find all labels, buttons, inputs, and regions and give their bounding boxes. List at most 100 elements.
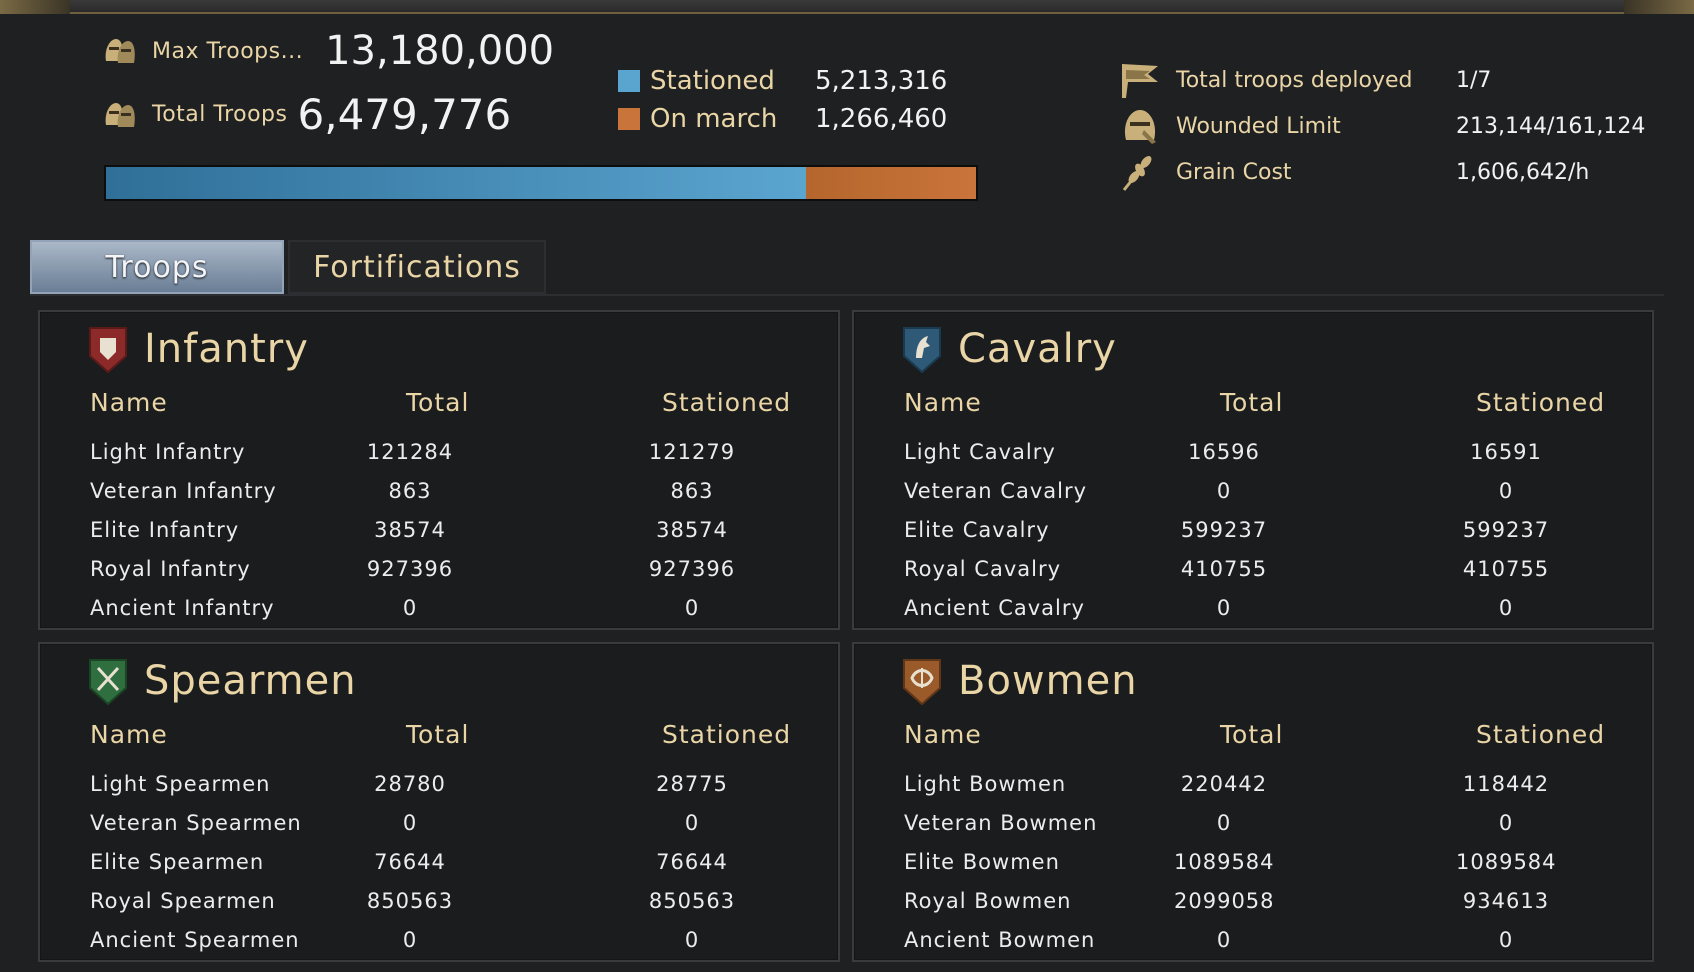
column-header-stationed: Stationed (662, 720, 792, 749)
infantry-panel: Infantry Name Total Stationed Light Infa… (38, 310, 840, 630)
troop-name: Elite Infantry (90, 518, 240, 542)
window-top-frame (0, 0, 1694, 14)
table-row: Ancient Bowmen 0 0 (854, 924, 1652, 960)
troop-total: 1089584 (1174, 850, 1275, 874)
cavalry-panel: Cavalry Name Total Stationed Light Caval… (852, 310, 1654, 630)
troop-stationed: 0 (1498, 596, 1514, 620)
column-header-name: Name (90, 720, 168, 749)
column-header-name: Name (904, 720, 982, 749)
troop-total: 0 (1216, 811, 1232, 835)
shield-icon (89, 327, 127, 374)
column-header-stationed: Stationed (662, 388, 792, 417)
troop-total: 0 (1216, 596, 1232, 620)
troop-rows: Light Infantry 121284 121279 Veteran Infant… (40, 436, 838, 628)
total-troops-value: 6,479,776 (297, 90, 512, 139)
troop-name: Ancient Spearmen (90, 928, 300, 952)
troop-rows: Light Bowmen 220442 118442 Veteran Bowmen 0 0… (854, 768, 1652, 960)
column-header-name: Name (904, 388, 982, 417)
troop-name: Royal Bowmen (904, 889, 1072, 913)
table-row: Royal Infantry 927396 927396 (40, 553, 838, 592)
troop-name: Veteran Spearmen (90, 811, 302, 835)
grain-label: Grain Cost (1176, 159, 1292, 185)
helmets-icon (105, 102, 135, 127)
troop-stationed: 0 (1498, 479, 1514, 503)
panel-title: Infantry (144, 326, 309, 372)
troop-total: 2099058 (1174, 889, 1275, 913)
column-header-total: Total (406, 388, 470, 417)
troop-stationed: 0 (684, 928, 700, 952)
table-row: Veteran Infantry 863 863 (40, 475, 838, 514)
max-troops-stat: Max Troops... 13,180,000 (100, 28, 554, 74)
troop-total: 410755 (1180, 557, 1268, 581)
table-row: Ancient Cavalry 0 0 (854, 592, 1652, 628)
troop-name: Royal Infantry (90, 557, 251, 581)
troop-stationed: 121279 (648, 440, 736, 464)
column-header-total: Total (1220, 720, 1284, 749)
table-row: Ancient Infantry 0 0 (40, 592, 838, 628)
deployed-label: Total troops deployed (1176, 67, 1413, 93)
troop-summary: Max Troops... 13,180,000 Total Troops 6,… (0, 14, 1694, 224)
troop-total: 0 (402, 928, 418, 952)
troop-stationed: 850563 (648, 889, 736, 913)
troop-name: Veteran Bowmen (904, 811, 1098, 835)
stationed-value: 5,213,316 (815, 66, 948, 96)
troop-rows: Light Cavalry 16596 16591 Veteran Cavalry 0 0… (854, 436, 1652, 628)
table-row: Elite Cavalry 599237 599237 (854, 514, 1652, 553)
wounded-helmet-icon (1124, 110, 1156, 144)
crossed-spears-icon (89, 659, 127, 706)
troop-stationed: 0 (684, 811, 700, 835)
troop-stationed: 0 (1498, 811, 1514, 835)
troop-stationed: 0 (684, 596, 700, 620)
table-row: Royal Bowmen 2099058 934613 (854, 885, 1652, 924)
table-row: Elite Infantry 38574 38574 (40, 514, 838, 553)
grain-stat: Grain Cost 1,606,642/h (1118, 152, 1589, 192)
table-row: Elite Bowmen 1089584 1089584 (854, 846, 1652, 885)
horse-icon (903, 327, 941, 374)
table-row: Veteran Spearmen 0 0 (40, 807, 838, 846)
tab-divider (30, 294, 1664, 296)
tab-bar: Troops Fortifications (30, 240, 546, 294)
max-troops-label: Max Troops... (152, 38, 304, 64)
troop-stationed: 38574 (656, 518, 728, 542)
troop-name: Light Spearmen (90, 772, 271, 796)
tab-fortifications[interactable]: Fortifications (288, 240, 546, 294)
troop-stationed: 16591 (1470, 440, 1542, 464)
troop-name: Light Bowmen (904, 772, 1067, 796)
troop-name: Elite Spearmen (90, 850, 265, 874)
tab-troops[interactable]: Troops (30, 240, 284, 294)
troop-total: 38574 (374, 518, 446, 542)
panel-title: Cavalry (958, 326, 1117, 372)
troop-stationed: 28775 (656, 772, 728, 796)
bowmen-panel: Bowmen Name Total Stationed Light Bowmen… (852, 642, 1654, 962)
troop-name: Ancient Bowmen (904, 928, 1096, 952)
wounded-value: 213,144/161,124 (1456, 113, 1646, 139)
panel-header: Bowmen (902, 656, 1138, 706)
table-row: Light Bowmen 220442 118442 (854, 768, 1652, 807)
grain-value: 1,606,642/h (1456, 159, 1590, 185)
troop-stationed: 863 (670, 479, 714, 503)
table-row: Light Spearmen 28780 28775 (40, 768, 838, 807)
troop-total: 927396 (366, 557, 454, 581)
troop-total: 121284 (366, 440, 454, 464)
panel-header: Infantry (88, 324, 309, 374)
total-troops-stat: Total Troops 6,479,776 (100, 90, 511, 139)
troop-stationed: 118442 (1462, 772, 1550, 796)
panel-title: Spearmen (144, 658, 357, 704)
table-row: Royal Cavalry 410755 410755 (854, 553, 1652, 592)
troop-name: Veteran Cavalry (904, 479, 1088, 503)
table-row: Elite Spearmen 76644 76644 (40, 846, 838, 885)
troop-stationed: 76644 (656, 850, 728, 874)
column-header-stationed: Stationed (1476, 720, 1606, 749)
troop-name: Veteran Infantry (90, 479, 277, 503)
troop-distribution-bar (104, 165, 978, 201)
troop-stationed: 934613 (1462, 889, 1550, 913)
troop-total: 850563 (366, 889, 454, 913)
stationed-bar-fill (106, 167, 807, 199)
troop-total: 220442 (1180, 772, 1268, 796)
troop-total: 0 (402, 596, 418, 620)
troop-stationed: 927396 (648, 557, 736, 581)
column-header-name: Name (90, 388, 168, 417)
on-march-swatch (618, 108, 640, 130)
column-header-total: Total (1220, 388, 1284, 417)
panel-header: Cavalry (902, 324, 1117, 374)
